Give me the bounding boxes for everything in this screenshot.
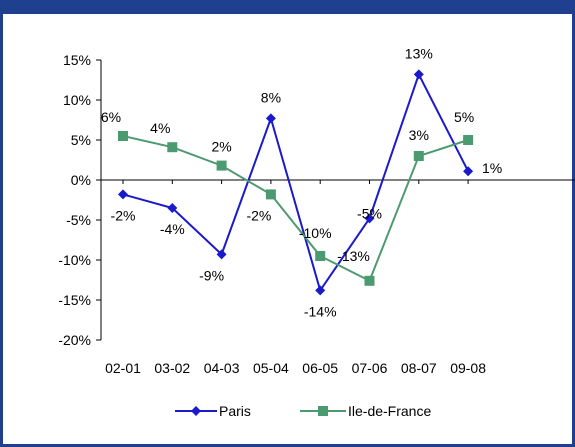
series-line-paris [122,71,469,293]
data-label-paris: 8% [261,89,281,105]
x-tick-label: 09-08 [450,360,486,376]
data-label-paris: -14% [304,303,337,319]
data-labels: -2% -4% -9% 8% -14% -5% 13% 1% 6% 4% 2% -2% -10% -13%… [101,45,502,319]
data-label-ile-de-france: 5% [454,109,474,125]
data-label-ile-de-france: 3% [409,127,429,143]
legend: Paris Ile-de-France [175,403,431,419]
data-label-paris: -5% [357,205,382,221]
data-label-ile-de-france: 6% [101,109,121,125]
data-label-ile-de-france: -13% [337,248,370,264]
data-label-paris: 1% [482,160,502,176]
point-paris [118,189,128,200]
y-tick-label: -5% [66,212,91,228]
data-label-ile-de-france: -2% [246,207,271,223]
data-label-ile-de-france: 4% [150,120,170,136]
x-tick-label: 04-03 [204,360,240,376]
header-bar [3,0,575,14]
point-ile-de-france [265,189,276,200]
point-paris [315,285,326,296]
x-tick-label: 07-06 [352,360,388,376]
data-label-paris: -2% [111,207,136,223]
x-tick-label: 06-05 [302,360,338,376]
axes: 15% 10% 5% 0% -5% -10% -15% -20% 02-01 03-02 04-03… [58,52,575,376]
point-ile-de-france [118,131,128,141]
data-label-paris: -4% [160,221,185,237]
series-layer [118,69,474,296]
point-paris [265,113,276,124]
x-tick-label: 08-07 [401,360,437,376]
series-line-ile-de-france [122,135,469,283]
data-label-ile-de-france: 2% [211,139,231,155]
y-tick-label: 10% [63,92,91,108]
y-tick-label: 5% [71,132,91,148]
data-label-paris: 13% [405,45,433,61]
legend-marker-paris [191,406,201,416]
line-chart: 15% 10% 5% 0% -5% -10% -15% -20% 02-01 03-02 04-03… [58,45,575,419]
point-paris [216,249,227,260]
point-ile-de-france [413,151,424,161]
y-tick-label: -10% [58,252,91,268]
point-ile-de-france [167,142,178,153]
point-ile-de-france [463,135,474,145]
y-tick-label: -20% [58,332,91,348]
data-label-paris: -9% [199,267,224,283]
y-tick-label: 15% [63,52,91,68]
x-tick-label: 05-04 [253,360,289,376]
y-tick-label: -15% [58,292,91,308]
point-paris [364,213,375,224]
x-tick-label: 03-02 [154,360,190,376]
x-tick-label: 02-01 [105,360,141,376]
point-ile-de-france [315,251,326,261]
legend-marker-ile-de-france [318,406,328,416]
legend-label-ile-de-france: Ile-de-France [348,403,431,419]
y-tick-label: 0% [71,172,91,188]
point-paris [167,203,178,213]
point-paris [413,69,424,80]
legend-label-paris: Paris [219,403,251,419]
point-ile-de-france [364,275,375,286]
data-label-ile-de-france: -10% [299,225,332,241]
point-ile-de-france [216,160,227,171]
point-paris [463,166,474,177]
